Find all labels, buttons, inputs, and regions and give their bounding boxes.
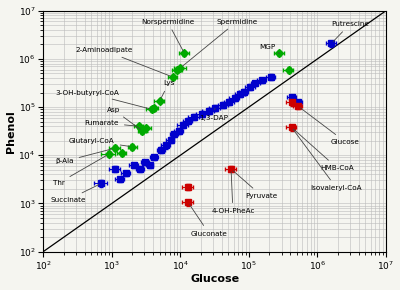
Text: β-Ala: β-Ala [55,149,112,164]
Text: Putrescine: Putrescine [331,21,369,41]
Y-axis label: Phenol: Phenol [6,110,16,153]
Text: MGP: MGP [259,44,280,53]
Text: Glucose: Glucose [300,108,360,145]
Text: Asp: Asp [107,106,140,129]
Text: Isovaleryl-CoA: Isovaleryl-CoA [293,130,362,191]
X-axis label: Glucose: Glucose [190,274,239,284]
Text: Norspermidine: Norspermidine [141,19,194,51]
Text: 4-OH-PheAc: 4-OH-PheAc [211,172,255,214]
Text: 1,3-DAP: 1,3-DAP [199,108,228,121]
Text: HMB-CoA: HMB-CoA [294,129,354,171]
Text: Gluconate: Gluconate [190,205,228,237]
Text: Lys: Lys [161,80,174,98]
Text: Spermidine: Spermidine [182,19,258,66]
Text: 2-Aminoadipate: 2-Aminoadipate [76,48,170,76]
Text: 3-OH-butyryl-CoA: 3-OH-butyryl-CoA [55,90,149,109]
Text: Thr: Thr [53,156,106,186]
Text: Succinate: Succinate [50,185,99,203]
Text: Glutaryl-CoA: Glutaryl-CoA [69,138,130,146]
Text: Pyruvate: Pyruvate [233,171,278,199]
Text: Fumarate: Fumarate [84,120,136,126]
